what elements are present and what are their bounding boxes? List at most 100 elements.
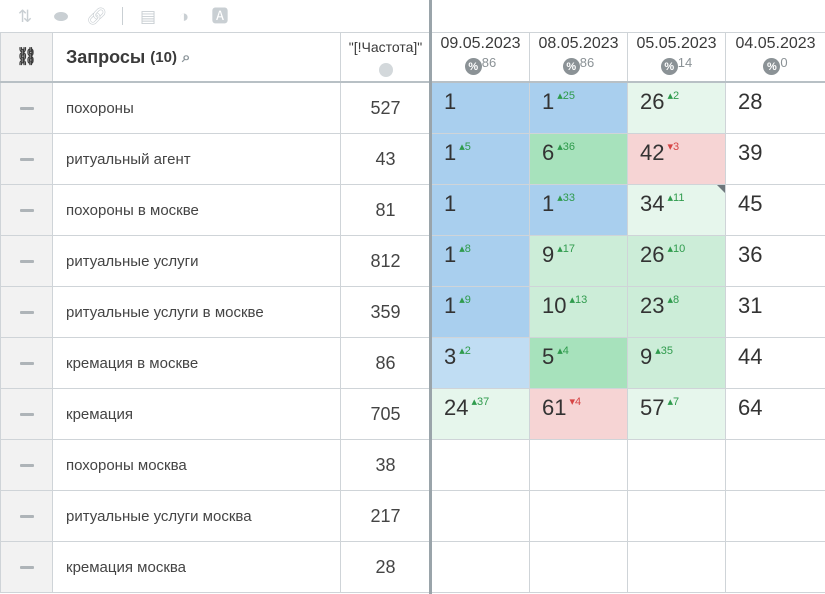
- header-link-cell[interactable]: ⛓︎: [0, 33, 53, 81]
- minus-icon[interactable]: [19, 259, 34, 263]
- row-handle[interactable]: [0, 236, 53, 286]
- table-row[interactable]: кремация в москве 86: [0, 338, 430, 389]
- minus-icon[interactable]: [19, 565, 34, 569]
- table-row[interactable]: кремация москва 28: [0, 542, 430, 593]
- position-cell[interactable]: 24 ▴37: [432, 389, 530, 439]
- table-row[interactable]: ритуальный агент 43: [0, 134, 430, 185]
- position-cell[interactable]: [726, 440, 825, 490]
- table-row[interactable]: 1 ▴5 6 ▴36 42 ▾3 39: [432, 134, 825, 185]
- position-cell[interactable]: 1 ▴9: [432, 287, 530, 337]
- date-column-header[interactable]: 08.05.2023% 86: [530, 33, 628, 81]
- position-cell[interactable]: 1 ▴33: [530, 185, 628, 235]
- position-cell[interactable]: 5 ▴4: [530, 338, 628, 388]
- position-cell[interactable]: 26 ▴10: [628, 236, 726, 286]
- date-column-header[interactable]: 05.05.2023% 14: [628, 33, 726, 81]
- table-row[interactable]: 1 1 ▴25 26 ▴2 28: [432, 83, 825, 134]
- position-cell[interactable]: [432, 491, 530, 541]
- position-cell[interactable]: 64: [726, 389, 825, 439]
- position-cell[interactable]: 1 ▴25: [530, 83, 628, 133]
- table-row[interactable]: 1 1 ▴33 34 ▴11 45: [432, 185, 825, 236]
- position-cell[interactable]: 34 ▴11: [628, 185, 726, 235]
- minus-icon[interactable]: [19, 361, 34, 365]
- table-row[interactable]: похороны 527: [0, 83, 430, 134]
- position-cell[interactable]: [530, 440, 628, 490]
- queries-column-header[interactable]: Запросы (10) ⌕: [53, 33, 341, 81]
- table-row[interactable]: 1 ▴9 10 ▴13 23 ▴8 31: [432, 287, 825, 338]
- position-cell[interactable]: 10 ▴13: [530, 287, 628, 337]
- position-cell[interactable]: 1: [432, 185, 530, 235]
- frequency-cell: 527: [341, 83, 430, 133]
- frequency-cell: 812: [341, 236, 430, 286]
- sort-icon[interactable]: ⇅: [17, 6, 33, 26]
- position-cell[interactable]: 31: [726, 287, 825, 337]
- table-row[interactable]: ритуальные услуги москва 217: [0, 491, 430, 542]
- minus-icon[interactable]: [19, 157, 34, 161]
- row-handle[interactable]: [0, 542, 53, 592]
- table-icon[interactable]: ▤: [139, 6, 157, 26]
- toggle-icon[interactable]: ⬬: [53, 6, 69, 26]
- table-row[interactable]: ритуальные услуги в москве 359: [0, 287, 430, 338]
- table-row[interactable]: [432, 542, 825, 593]
- table-row[interactable]: [432, 440, 825, 491]
- position-cell[interactable]: 36: [726, 236, 825, 286]
- link-icon[interactable]: ⛓︎: [15, 47, 38, 66]
- position-cell[interactable]: [432, 440, 530, 490]
- minus-icon[interactable]: [19, 463, 34, 467]
- position-cell[interactable]: 23 ▴8: [628, 287, 726, 337]
- position-cell[interactable]: 39: [726, 134, 825, 184]
- minus-icon[interactable]: [19, 106, 34, 110]
- position-cell[interactable]: 3 ▴2: [432, 338, 530, 388]
- table-row[interactable]: 24 ▴37 61 ▾4 57 ▴7 64: [432, 389, 825, 440]
- table-row[interactable]: 3 ▴2 5 ▴4 9 ▴35 44: [432, 338, 825, 389]
- position-cell[interactable]: 57 ▴7: [628, 389, 726, 439]
- position-cell[interactable]: 28: [726, 83, 825, 133]
- position-cell[interactable]: [628, 542, 726, 592]
- position-cell[interactable]: [530, 542, 628, 592]
- minus-icon[interactable]: [19, 310, 34, 314]
- position-cell[interactable]: 26 ▴2: [628, 83, 726, 133]
- table-row[interactable]: похороны в москве 81: [0, 185, 430, 236]
- minus-icon[interactable]: [19, 412, 34, 416]
- position-cell[interactable]: 1 ▴8: [432, 236, 530, 286]
- position-cell[interactable]: [726, 491, 825, 541]
- font-icon[interactable]: 🅰︎: [211, 6, 229, 26]
- row-handle[interactable]: [0, 134, 53, 184]
- table-row[interactable]: 1 ▴8 9 ▴17 26 ▴10 36: [432, 236, 825, 287]
- row-handle[interactable]: [0, 287, 53, 337]
- row-handle[interactable]: [0, 440, 53, 490]
- position-cell[interactable]: 1 ▴5: [432, 134, 530, 184]
- row-handle[interactable]: [0, 491, 53, 541]
- row-handle[interactable]: [0, 389, 53, 439]
- row-handle[interactable]: [0, 83, 53, 133]
- position-cell[interactable]: 9 ▴17: [530, 236, 628, 286]
- position-cell[interactable]: 45: [726, 185, 825, 235]
- table-row[interactable]: похороны москва 38: [0, 440, 430, 491]
- position-cell[interactable]: [628, 491, 726, 541]
- position-value-wrap: 10 ▴13: [542, 293, 587, 319]
- position-cell[interactable]: 6 ▴36: [530, 134, 628, 184]
- position-cell[interactable]: [432, 542, 530, 592]
- position-cell[interactable]: 61 ▾4: [530, 389, 628, 439]
- table-row[interactable]: [432, 491, 825, 542]
- table-row[interactable]: ритуальные услуги 812: [0, 236, 430, 287]
- position-cell[interactable]: 44: [726, 338, 825, 388]
- table-row[interactable]: кремация 705: [0, 389, 430, 440]
- row-handle[interactable]: [0, 185, 53, 235]
- position-cell[interactable]: [530, 491, 628, 541]
- link-icon[interactable]: 🔗︎: [86, 6, 108, 26]
- minus-icon[interactable]: [19, 514, 34, 518]
- position-cell[interactable]: 1: [432, 83, 530, 133]
- search-icon[interactable]: ⌕: [181, 48, 191, 66]
- position-cell[interactable]: 9 ▴35: [628, 338, 726, 388]
- query-cell: кремация в москве: [53, 338, 341, 388]
- position-cell[interactable]: [628, 440, 726, 490]
- contrast-icon[interactable]: ◑: [178, 6, 190, 26]
- position-cell[interactable]: 42 ▾3: [628, 134, 726, 184]
- date-column-header[interactable]: 04.05.2023% 0: [726, 33, 825, 81]
- date-column-header[interactable]: 09.05.2023% 86: [432, 33, 530, 81]
- position-cell[interactable]: [726, 542, 825, 592]
- minus-icon[interactable]: [19, 208, 34, 212]
- panel-divider[interactable]: [429, 0, 432, 594]
- frequency-column-header[interactable]: "[!Частота]": [341, 33, 430, 81]
- row-handle[interactable]: [0, 338, 53, 388]
